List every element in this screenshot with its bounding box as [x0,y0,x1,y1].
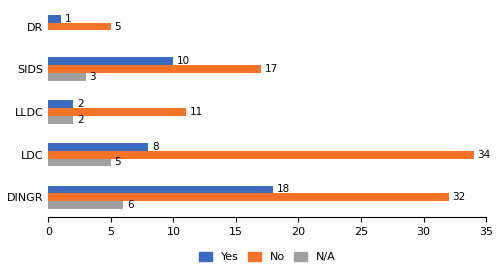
Text: 32: 32 [452,192,466,202]
Text: 5: 5 [114,158,121,167]
Text: 10: 10 [177,56,190,66]
Text: 5: 5 [114,22,121,32]
Text: 8: 8 [152,142,158,152]
Bar [48,65,261,73]
Text: 6: 6 [127,200,134,210]
Bar [48,100,74,108]
Text: 3: 3 [90,72,96,82]
Bar [48,193,448,201]
Text: 2: 2 [77,99,84,109]
Bar [48,151,474,158]
Legend: Yes, No, N/A: Yes, No, N/A [194,248,340,267]
Bar [48,185,274,193]
Bar [48,58,174,65]
Bar [48,108,186,116]
Bar [48,116,74,124]
Bar [48,73,86,81]
Bar [48,158,111,166]
Bar [48,201,124,209]
Text: 34: 34 [478,150,490,159]
Text: 1: 1 [64,14,71,24]
Text: 11: 11 [190,107,203,117]
Bar [48,22,111,30]
Text: 17: 17 [264,64,278,74]
Text: 2: 2 [77,115,84,125]
Bar [48,15,61,22]
Bar [48,143,148,151]
Text: 18: 18 [277,184,290,195]
